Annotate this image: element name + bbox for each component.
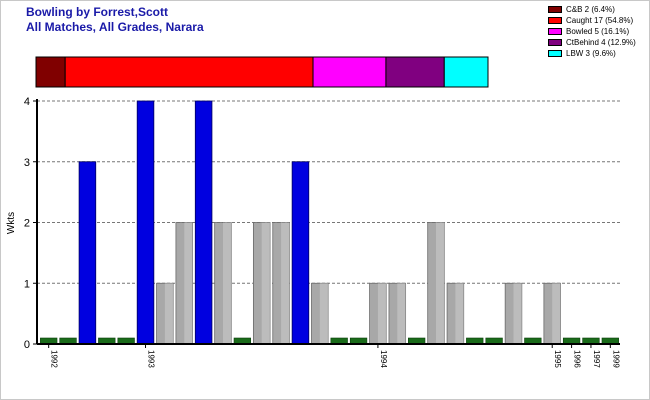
- legend-swatch: [548, 28, 562, 35]
- stack-segment-caught: [64, 56, 314, 88]
- y-tick-label: 1: [24, 278, 30, 290]
- x-tick-label: 1996: [573, 350, 582, 368]
- legend-swatch: [548, 39, 562, 46]
- legend: C&B 2 (6.4%) Caught 17 (54.8%) Bowled 5 (1…: [548, 4, 636, 59]
- chart-title: Bowling by Forrest,Scott: [26, 5, 169, 19]
- legend-label: Bowled 5 (16.1%): [566, 27, 630, 36]
- axes: 0 1 2 3 4 Wkts 1992 1993 1994 1995 1996 1997 1999: [6, 96, 620, 368]
- bar: [78, 161, 97, 345]
- legend-item: Caught 17 (54.8%): [548, 15, 636, 26]
- bar-shade: [513, 283, 522, 344]
- chart-subtitle: All Matches, All Grades, Narara: [26, 20, 204, 34]
- legend-label: LBW 3 (9.6%): [566, 49, 616, 58]
- bar-shade: [455, 283, 464, 344]
- bar-shade: [164, 283, 174, 344]
- bar: [136, 100, 155, 345]
- wickets-bars: [40, 100, 619, 345]
- y-axis-label: Wkts: [6, 212, 17, 234]
- stack-segment-lbw: [443, 56, 489, 88]
- stack-segment-bowled: [312, 56, 387, 88]
- legend-item: LBW 3 (9.6%): [548, 48, 636, 59]
- bar-shade: [184, 222, 193, 344]
- x-tick-label: 1994: [379, 350, 388, 368]
- bar-shade: [377, 283, 387, 344]
- legend-item: Bowled 5 (16.1%): [548, 26, 636, 37]
- y-tick-label: 4: [24, 96, 30, 108]
- bar-shade: [222, 222, 232, 344]
- legend-label: CtBehind 4 (12.9%): [566, 38, 636, 47]
- legend-swatch: [548, 17, 562, 24]
- stack-segment-ctbehind: [385, 56, 445, 88]
- x-tick-label: 1993: [147, 350, 156, 368]
- legend-swatch: [548, 50, 562, 57]
- bar-shade: [319, 283, 329, 344]
- y-tick-label: 3: [24, 157, 30, 169]
- legend-label: Caught 17 (54.8%): [566, 16, 634, 25]
- x-tick-label: 1997: [592, 350, 601, 368]
- bar: [194, 100, 213, 345]
- x-tick-label: 1992: [50, 350, 59, 368]
- bar-shade: [397, 283, 406, 344]
- y-tick-label: 0: [24, 339, 30, 351]
- grid-lines: [37, 100, 620, 284]
- legend-label: C&B 2 (6.4%): [566, 5, 615, 14]
- bar-shade: [436, 222, 445, 344]
- legend-item: C&B 2 (6.4%): [548, 4, 636, 15]
- stack-segment-c&b: [35, 56, 66, 88]
- bar-shade: [261, 222, 271, 344]
- x-tick-label: 1999: [611, 350, 620, 368]
- bar: [291, 161, 310, 345]
- x-tick-label: 1995: [553, 350, 562, 368]
- y-tick-label: 2: [24, 218, 30, 230]
- bar-shade: [552, 283, 561, 344]
- stacked-dismissal-bar: [35, 56, 489, 88]
- legend-item: CtBehind 4 (12.9%): [548, 37, 636, 48]
- bar-shade: [281, 222, 290, 344]
- legend-swatch: [548, 6, 562, 13]
